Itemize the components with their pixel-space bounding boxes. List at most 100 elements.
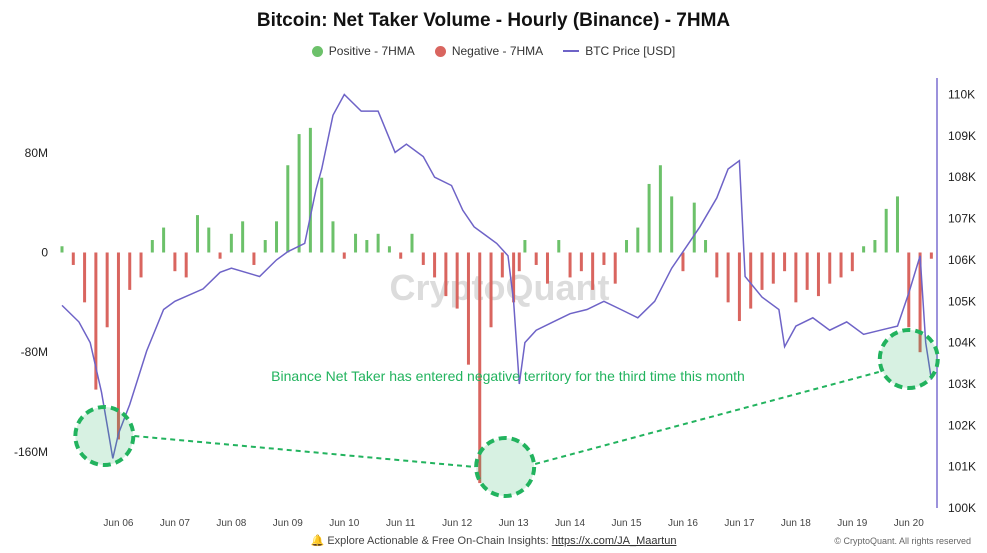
legend-item-negative[interactable]: Negative - 7HMA: [434, 44, 544, 58]
x-tick-label: Jun 09: [273, 518, 303, 529]
x-tick-label: Jun 13: [499, 518, 529, 529]
y-left-tick-label: -80M: [21, 345, 48, 359]
positive-bar: [297, 134, 301, 253]
highlight-circle: [877, 328, 940, 390]
negative-bar: [760, 252, 764, 290]
negative-bar: [568, 252, 572, 278]
negative-bar: [715, 252, 719, 278]
negative-bar: [466, 252, 470, 365]
footer-link[interactable]: https://x.com/JA_Maartun: [551, 535, 677, 547]
x-tick-label: Jun 10: [329, 518, 359, 529]
x-tick-label: Jun 14: [555, 518, 585, 529]
negative-bar: [83, 252, 87, 303]
negative-bar: [500, 252, 504, 278]
y-right-tick-label: 100K: [948, 501, 976, 515]
negative-bar: [173, 252, 177, 272]
x-tick-label: Jun 11: [386, 518, 416, 529]
positive-bar: [229, 233, 233, 253]
y-right-tick-label: 109K: [948, 129, 976, 143]
negative-bar: [433, 252, 437, 278]
positive-bar: [884, 208, 888, 253]
footer: 🔔 Explore Actionable & Free On-Chain Ins…: [0, 534, 987, 547]
x-tick-label: Jun 08: [216, 518, 246, 529]
x-tick-label: Jun 06: [103, 518, 133, 529]
y-right-tick-label: 102K: [948, 418, 976, 432]
legend-label-price: BTC Price [USD]: [585, 44, 676, 58]
negative-bar: [421, 252, 425, 265]
legend-item-price[interactable]: BTC Price [USD]: [563, 44, 675, 58]
negative-bar: [512, 252, 516, 303]
negative-bar: [478, 252, 482, 484]
positive-bar: [331, 221, 335, 253]
positive-bar: [873, 240, 877, 253]
legend-item-positive[interactable]: Positive - 7HMA: [311, 44, 415, 58]
copyright-text: © CryptoQuant. All rights reserved: [834, 536, 971, 546]
highlight-circle: [474, 436, 537, 498]
negative-bar: [455, 252, 459, 309]
negative-bar: [771, 252, 775, 284]
negative-bar: [444, 252, 448, 297]
negative-bar: [139, 252, 143, 278]
positive-bar: [207, 227, 211, 253]
chart-legend: Positive - 7HMA Negative - 7HMA BTC Pric…: [0, 44, 987, 58]
bell-icon: 🔔: [310, 535, 325, 547]
positive-bar: [376, 233, 380, 253]
positive-bar: [162, 227, 166, 253]
positive-bar: [308, 127, 312, 253]
negative-bar: [184, 252, 188, 278]
negative-bar: [602, 252, 606, 265]
negative-bar: [517, 252, 521, 272]
y-left-tick-label: 80M: [25, 146, 48, 160]
positive-bar: [692, 202, 696, 253]
negative-bar: [591, 252, 595, 290]
x-tick-label: Jun 07: [160, 518, 190, 529]
legend-label-positive: Positive - 7HMA: [328, 44, 415, 58]
negative-bar: [489, 252, 493, 328]
negative-bar: [828, 252, 832, 284]
positive-bar: [862, 246, 866, 253]
positive-bar: [241, 221, 245, 253]
watermark-text: CryptoQuant: [390, 267, 610, 308]
positive-bar: [275, 221, 279, 253]
y-right-tick-label: 105K: [948, 294, 976, 308]
positive-legend-dot-icon: [311, 45, 323, 57]
connector-line: [534, 371, 880, 465]
btc-price-line: [61, 93, 933, 459]
positive-bar: [320, 177, 324, 253]
negative-bar: [737, 252, 741, 322]
positive-bar: [895, 196, 899, 253]
positive-bar: [557, 240, 561, 253]
negative-bar: [929, 252, 933, 259]
negative-legend-dot-icon: [434, 45, 446, 57]
negative-bar: [545, 252, 549, 284]
negative-bar: [613, 252, 617, 284]
negative-bar: [805, 252, 809, 290]
positive-bar: [625, 240, 629, 253]
x-tick-label: Jun 12: [442, 518, 472, 529]
negative-bar: [783, 252, 787, 272]
highlight-circle: [73, 405, 136, 467]
positive-bar: [704, 240, 708, 253]
positive-bar: [286, 165, 290, 253]
negative-bar: [726, 252, 730, 303]
y-left-tick-label: 0: [41, 245, 48, 259]
negative-bar: [907, 252, 911, 328]
positive-bar: [354, 233, 358, 253]
negative-bar: [105, 252, 109, 328]
legend-label-negative: Negative - 7HMA: [451, 44, 544, 58]
negative-bar: [749, 252, 753, 309]
positive-bar: [658, 165, 662, 253]
negative-bar: [128, 252, 132, 290]
negative-bar: [918, 252, 922, 353]
negative-bar: [116, 252, 120, 440]
footer-text: Explore Actionable & Free On-Chain Insig…: [327, 535, 549, 547]
connector-line: [134, 435, 476, 468]
positive-bar: [410, 233, 414, 253]
negative-bar: [342, 252, 346, 259]
positive-bar: [365, 240, 369, 253]
y-right-tick-label: 110K: [948, 88, 975, 102]
negative-bar: [218, 252, 222, 259]
positive-bar: [636, 227, 640, 253]
positive-bar: [263, 240, 267, 253]
x-tick-label: Jun 15: [612, 518, 642, 529]
